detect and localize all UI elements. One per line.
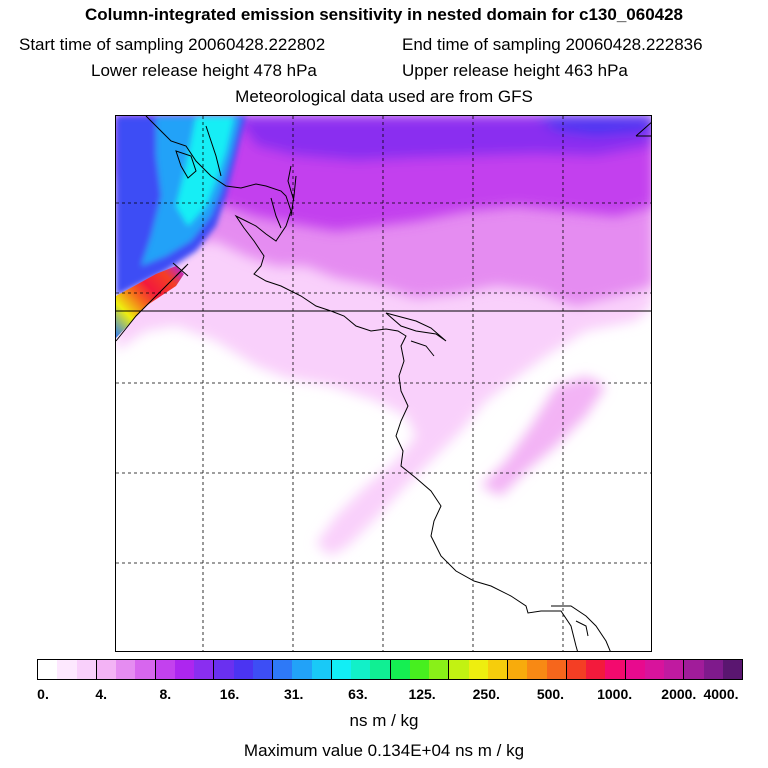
met-data-label: Meteorological data used are from GFS: [235, 87, 533, 106]
colorbar-swatch: [370, 660, 391, 679]
colorbar-swatch: [449, 660, 469, 679]
colorbar-swatch: [409, 660, 429, 679]
colorbar-swatch: [684, 660, 704, 679]
colorbar-tick-label: 2000.: [661, 686, 697, 702]
colorbar-swatch: [625, 660, 645, 679]
colorbar-swatch: [96, 660, 116, 679]
colorbar-tick-label: 125.: [408, 686, 436, 702]
colorbar-swatch: [174, 660, 194, 679]
sensitivity-field-high: [116, 116, 651, 231]
colorbar-swatch: [508, 660, 528, 679]
end-time-label: End time of sampling 20060428.222836: [402, 35, 703, 54]
colorbar-swatch: [586, 660, 606, 679]
colorbar-swatch: [644, 660, 664, 679]
colorbar-swatch: [214, 660, 234, 679]
colorbar-swatch: [546, 660, 567, 679]
colorbar-swatch: [155, 660, 175, 679]
colorbar-swatch: [57, 660, 77, 679]
colorbar-swatch: [429, 660, 450, 679]
colorbar-swatch: [135, 660, 156, 679]
colorbar-swatch: [116, 660, 136, 679]
colorbar-swatch: [605, 660, 626, 679]
colorbar-tick-label: 4.: [95, 686, 108, 702]
colorbar-swatch: [273, 660, 293, 679]
colorbar-tick-label: 16.: [219, 686, 240, 702]
colorbar-swatch: [468, 660, 488, 679]
colorbar-tick-label: 4000.: [703, 686, 739, 702]
colorbar-swatch: [722, 660, 742, 679]
colorbar: [37, 659, 743, 680]
colorbar-tick-label: 1000.: [597, 686, 633, 702]
colorbar-tick-label: 31.: [283, 686, 304, 702]
colorbar-swatch: [664, 660, 685, 679]
sensitivity-field-coastal: [116, 116, 246, 296]
colorbar-swatch: [233, 660, 253, 679]
maximum-value-label: Maximum value 0.134E+04 ns m / kg: [243, 741, 525, 760]
colorbar-swatch: [292, 660, 312, 679]
colorbar-swatch: [351, 660, 371, 679]
lower-release-label: Lower release height 478 hPa: [91, 61, 317, 80]
colorbar-tick-label: 63.: [348, 686, 368, 702]
colorbar-swatch: [390, 660, 410, 679]
colorbar-swatch: [76, 660, 97, 679]
colorbar-unit-label: ns m / kg: [349, 711, 419, 730]
colorbar-swatch: [38, 660, 58, 679]
colorbar-tick-label: 250.: [472, 686, 500, 702]
map-canvas: [116, 116, 651, 651]
upper-release-label: Upper release height 463 hPa: [402, 61, 628, 80]
colorbar-swatch: [311, 660, 332, 679]
colorbar-swatch: [331, 660, 351, 679]
colorbar-tick-label: 0.: [37, 686, 49, 702]
colorbar-swatch: [487, 660, 508, 679]
colorbar-swatch: [194, 660, 215, 679]
sensitivity-map: [115, 115, 652, 652]
colorbar-swatch: [566, 660, 586, 679]
colorbar-swatch: [252, 660, 273, 679]
colorbar-swatch: [527, 660, 547, 679]
plot-title: Column-integrated emission sensitivity i…: [84, 5, 684, 24]
start-time-label: Start time of sampling 20060428.222802: [19, 35, 326, 54]
colorbar-tick-label: 500.: [536, 686, 565, 702]
coastline: [116, 116, 651, 651]
colorbar-tick-label: 8.: [159, 686, 172, 702]
colorbar-swatch: [703, 660, 723, 679]
